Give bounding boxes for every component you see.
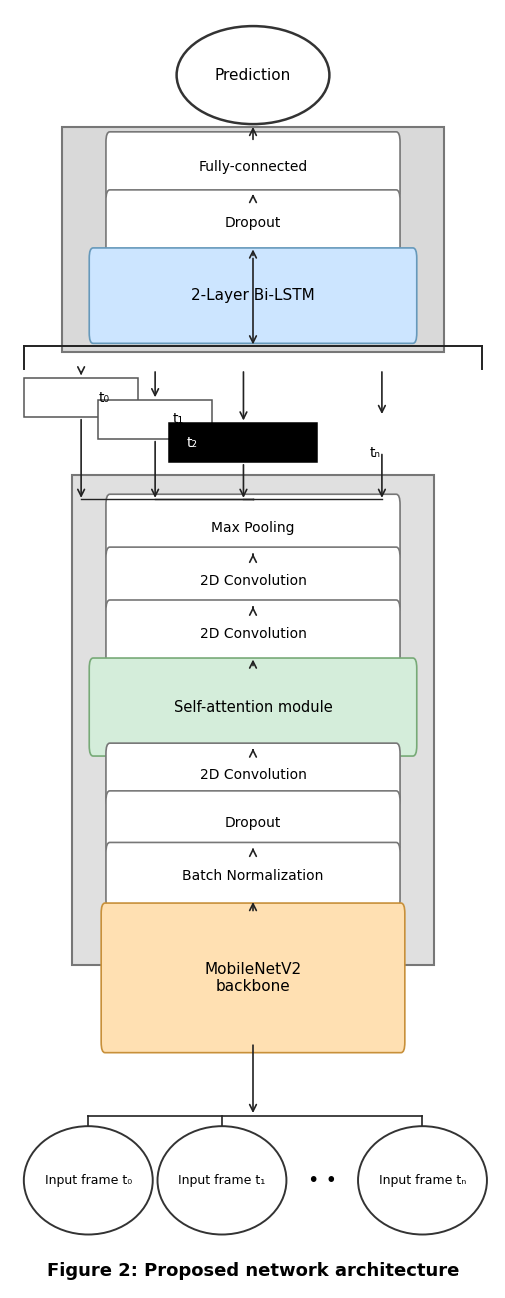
Text: t₂: t₂ xyxy=(186,436,197,449)
FancyBboxPatch shape xyxy=(101,903,404,1053)
Bar xyxy=(97,400,212,439)
Text: Dropout: Dropout xyxy=(224,816,281,831)
Text: t₁: t₁ xyxy=(172,413,183,427)
Bar xyxy=(62,127,443,352)
Text: tₙ: tₙ xyxy=(369,447,380,459)
Text: 2-Layer Bi-LSTM: 2-Layer Bi-LSTM xyxy=(191,288,314,304)
FancyBboxPatch shape xyxy=(106,744,399,807)
Text: t₀: t₀ xyxy=(98,391,109,405)
Text: 2D Convolution: 2D Convolution xyxy=(199,627,306,640)
Text: • •: • • xyxy=(307,1171,336,1190)
Text: Input frame tₙ: Input frame tₙ xyxy=(378,1173,465,1186)
Text: Prediction: Prediction xyxy=(215,67,290,83)
Ellipse shape xyxy=(157,1127,286,1234)
FancyBboxPatch shape xyxy=(106,790,399,855)
Bar xyxy=(169,423,317,462)
Bar xyxy=(71,475,434,964)
Text: Self-attention module: Self-attention module xyxy=(173,700,332,714)
FancyBboxPatch shape xyxy=(89,658,416,755)
FancyBboxPatch shape xyxy=(106,132,399,201)
FancyBboxPatch shape xyxy=(106,548,399,614)
Text: 2D Convolution: 2D Convolution xyxy=(199,768,306,783)
Text: Fully-connected: Fully-connected xyxy=(198,160,307,174)
Ellipse shape xyxy=(176,26,329,125)
Text: 2D Convolution: 2D Convolution xyxy=(199,574,306,588)
Bar xyxy=(24,378,138,417)
Text: Max Pooling: Max Pooling xyxy=(211,520,294,535)
Text: Figure 2: Proposed network architecture: Figure 2: Proposed network architecture xyxy=(47,1262,458,1280)
FancyBboxPatch shape xyxy=(89,248,416,344)
Text: Input frame t₀: Input frame t₀ xyxy=(44,1173,132,1186)
Ellipse shape xyxy=(24,1127,153,1234)
FancyBboxPatch shape xyxy=(106,190,399,257)
Ellipse shape xyxy=(358,1127,486,1234)
Text: Batch Normalization: Batch Normalization xyxy=(182,868,323,883)
FancyBboxPatch shape xyxy=(106,495,399,561)
FancyBboxPatch shape xyxy=(106,600,399,667)
Text: Dropout: Dropout xyxy=(224,217,281,231)
Text: MobileNetV2
backbone: MobileNetV2 backbone xyxy=(204,962,301,994)
Text: Input frame t₁: Input frame t₁ xyxy=(178,1173,265,1186)
FancyBboxPatch shape xyxy=(106,842,399,910)
